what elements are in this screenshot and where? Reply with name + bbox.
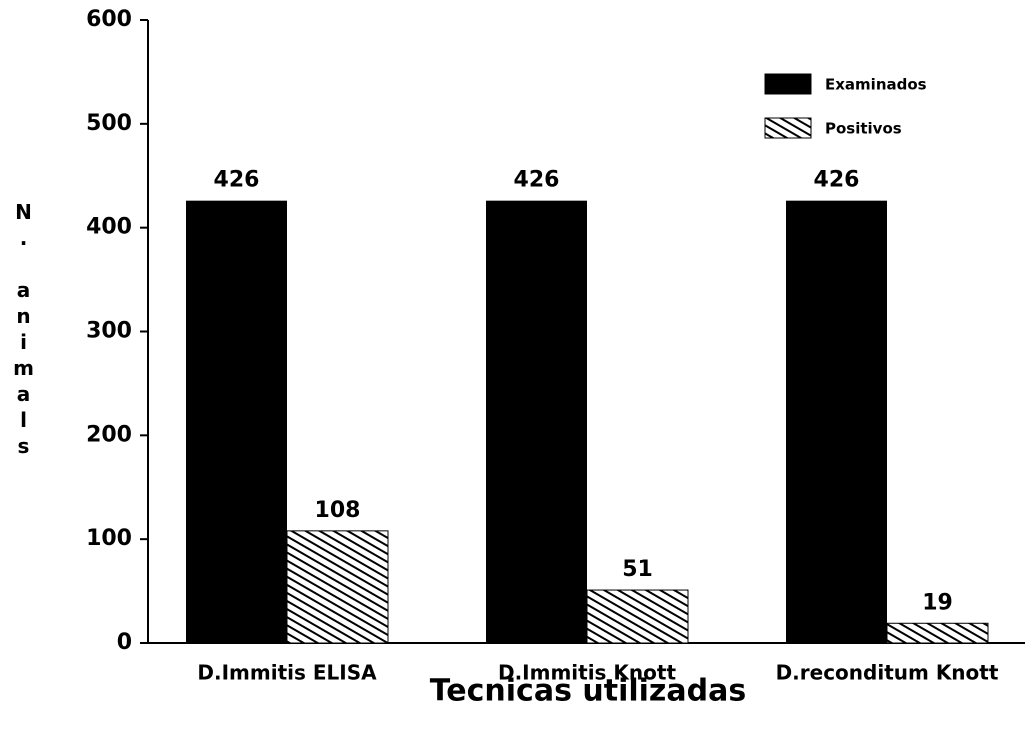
bar	[886, 622, 989, 644]
bar	[586, 589, 689, 644]
y-axis-label: N. animals	[12, 200, 36, 460]
x-tick-label: D.reconditum Knott	[776, 661, 999, 685]
bar	[486, 200, 587, 644]
y-tick-label: 600	[86, 7, 132, 32]
y-tick-label: 100	[86, 526, 132, 551]
legend-label: Positivos	[825, 120, 902, 138]
value-label: 426	[214, 168, 260, 193]
y-tick-label: 0	[117, 630, 132, 655]
bar	[786, 200, 887, 644]
bar	[186, 200, 287, 644]
value-label: 108	[315, 498, 361, 523]
value-label: 19	[922, 590, 953, 615]
legend-swatch	[764, 117, 812, 139]
y-tick-label: 400	[86, 215, 132, 240]
x-tick-label: D.Immitis ELISA	[197, 661, 377, 685]
legend-label: Examinados	[825, 76, 927, 94]
value-label: 51	[622, 557, 653, 582]
y-tick-label: 200	[86, 422, 132, 447]
x-axis-label: Tecnicas utilizadas	[430, 674, 746, 709]
value-label: 426	[814, 168, 860, 193]
y-tick-label: 300	[86, 319, 132, 344]
y-tick-label: 500	[86, 111, 132, 136]
legend-swatch	[764, 73, 812, 95]
bar	[286, 530, 389, 644]
x-tick-label: D.Immitis Knott	[498, 661, 676, 685]
value-label: 426	[514, 168, 560, 193]
